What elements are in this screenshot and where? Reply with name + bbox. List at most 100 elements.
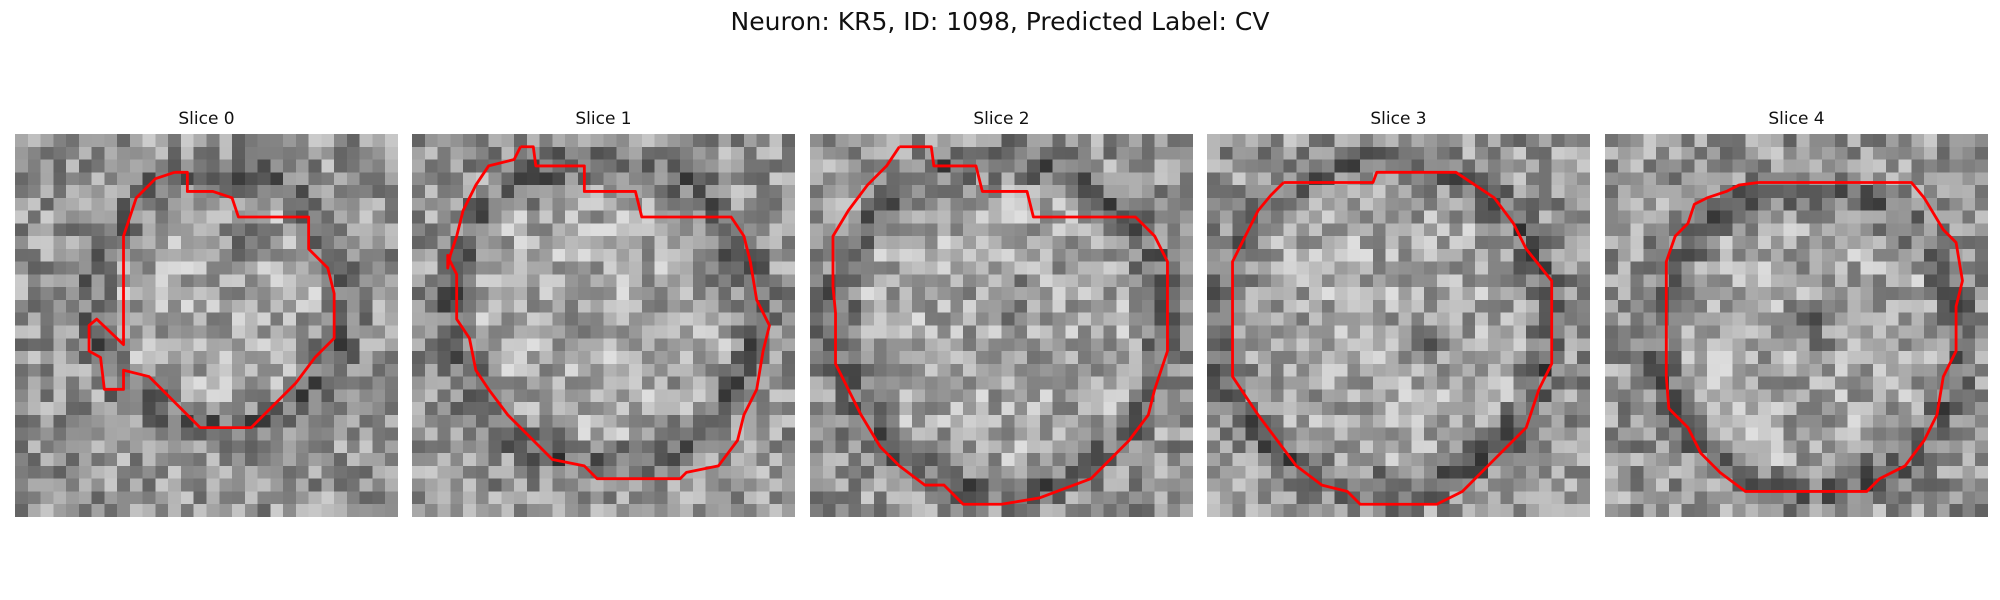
pixel-cell: [1732, 223, 1746, 237]
pixel-cell: [501, 389, 515, 403]
pixel-cell: [463, 287, 477, 301]
pixel-cell: [616, 338, 630, 352]
pixel-cell: [1360, 146, 1374, 160]
pixel-cell: [424, 338, 438, 352]
pixel-cell: [1039, 287, 1053, 301]
pixel-cell: [295, 223, 309, 237]
pixel-cell: [1411, 236, 1425, 250]
pixel-cell: [104, 197, 118, 211]
pixel-cell: [1334, 274, 1348, 288]
pixel-cell: [1526, 159, 1540, 173]
pixel-cell: [283, 134, 297, 148]
pixel-cell: [1577, 185, 1590, 199]
pixel-cell: [680, 223, 694, 237]
pixel-cell: [1898, 134, 1912, 148]
pixel-cell: [219, 427, 233, 441]
pixel-cell: [743, 351, 757, 365]
pixel-cell: [1309, 351, 1323, 365]
pixel-cell: [861, 402, 875, 416]
pixel-cell: [1770, 414, 1784, 428]
pixel-cell: [705, 325, 719, 339]
pixel-cell: [1078, 351, 1092, 365]
pixel-cell: [1796, 427, 1810, 441]
pixel-cell: [308, 389, 322, 403]
slice-image-3: [1207, 134, 1590, 517]
pixel-cell: [1090, 402, 1104, 416]
pixel-cell: [1039, 146, 1053, 160]
pixel-cell: [937, 440, 951, 454]
pixel-cell: [1783, 185, 1797, 199]
pixel-cell: [654, 261, 668, 275]
pixel-cell: [1694, 338, 1708, 352]
pixel-cell: [718, 299, 732, 313]
pixel-cell: [603, 440, 617, 454]
pixel-cell: [193, 389, 207, 403]
pixel-cell: [988, 440, 1002, 454]
pixel-cell: [206, 236, 220, 250]
pixel-cell: [912, 197, 926, 211]
pixel-cell: [1605, 210, 1619, 224]
pixel-cell: [66, 491, 80, 505]
pixel-cell: [1424, 223, 1438, 237]
pixel-cell: [1847, 197, 1861, 211]
pixel-cell: [1873, 197, 1887, 211]
pixel-cell: [244, 185, 258, 199]
pixel-cell: [501, 312, 515, 326]
pixel-cell: [1936, 325, 1950, 339]
pixel-cell: [1707, 504, 1721, 517]
pixel-cell: [1949, 478, 1963, 492]
pixel-cell: [155, 185, 169, 199]
pixel-cell: [117, 134, 131, 148]
pixel-cell: [1758, 376, 1772, 390]
pixel-cell: [1321, 491, 1335, 505]
pixel-cell: [1707, 325, 1721, 339]
pixel-cell: [1385, 491, 1399, 505]
pixel-cell: [1809, 236, 1823, 250]
pixel-cell: [1873, 274, 1887, 288]
pixel-cell: [372, 287, 386, 301]
pixel-cell: [1090, 299, 1104, 313]
pixel-cell: [1398, 159, 1412, 173]
pixel-cell: [1513, 338, 1527, 352]
pixel-cell: [1911, 351, 1925, 365]
pixel-cell: [1014, 134, 1028, 148]
pixel-cell: [475, 440, 489, 454]
pixel-cell: [1372, 478, 1386, 492]
pixel-cell: [988, 159, 1002, 173]
pixel-cell: [104, 287, 118, 301]
pixel-cell: [848, 287, 862, 301]
pixel-cell: [1924, 312, 1938, 326]
pixel-cell: [782, 248, 795, 262]
pixel-cell: [53, 338, 67, 352]
pixel-cell: [1770, 210, 1784, 224]
pixel-cell: [1321, 325, 1335, 339]
pixel-cell: [603, 453, 617, 467]
pixel-cell: [810, 427, 824, 441]
pixel-cell: [1656, 389, 1670, 403]
pixel-cell: [1936, 427, 1950, 441]
pixel-cell: [40, 440, 54, 454]
pixel-cell: [1411, 478, 1425, 492]
pixel-cell: [731, 287, 745, 301]
pixel-cell: [1232, 427, 1246, 441]
pixel-cell: [1449, 351, 1463, 365]
pixel-cell: [1309, 389, 1323, 403]
pixel-cell: [1270, 478, 1284, 492]
pixel-cell: [53, 159, 67, 173]
pixel-cell: [782, 351, 795, 365]
pixel-cell: [1219, 210, 1233, 224]
pixel-cell: [91, 261, 105, 275]
pixel-cell: [718, 185, 732, 199]
pixel-cell: [514, 223, 528, 237]
pixel-cell: [1385, 223, 1399, 237]
pixel-cell: [937, 363, 951, 377]
pixel-cell: [1360, 299, 1374, 313]
pixel-cell: [40, 287, 54, 301]
pixel-cell: [782, 197, 795, 211]
pixel-cell: [40, 134, 54, 148]
pixel-cell: [1411, 338, 1425, 352]
pixel-cell: [873, 351, 887, 365]
pixel-cell: [1911, 427, 1925, 441]
pixel-cell: [321, 325, 335, 339]
pixel-cell: [963, 338, 977, 352]
